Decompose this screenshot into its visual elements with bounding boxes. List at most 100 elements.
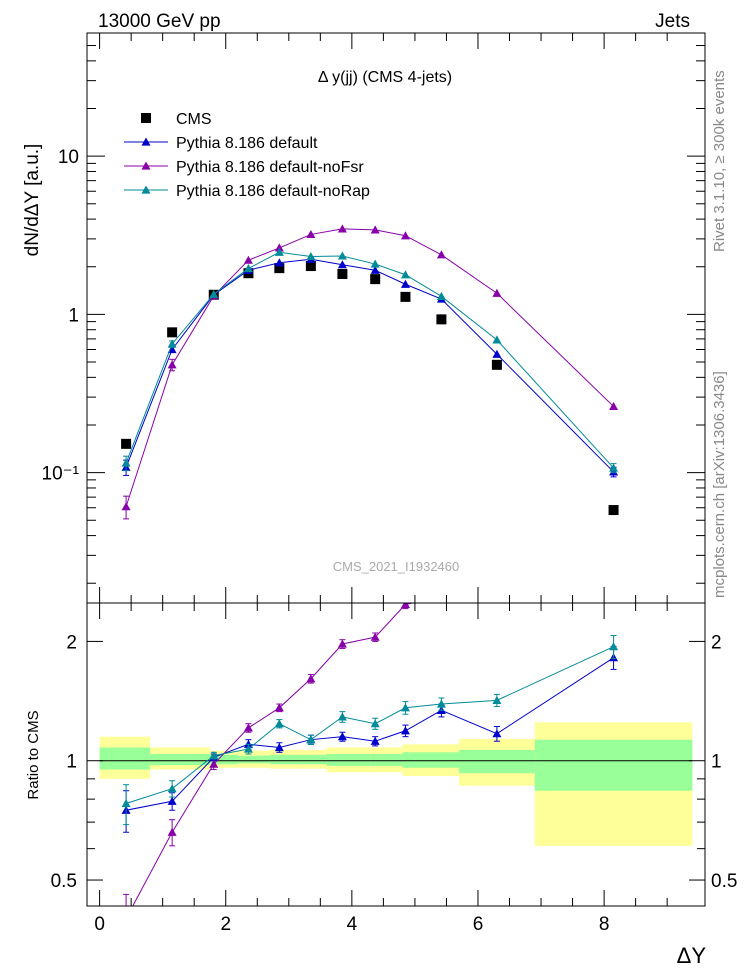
ratio-point [209, 751, 219, 760]
ratio-point [492, 695, 502, 704]
ratio-panel: 0 2 4 6 8 0.5 0.5 1 1 2 2 Ratio to CMS ΔY [25, 593, 737, 971]
data-point [243, 263, 253, 273]
band-green [459, 749, 535, 774]
x-tick-label: 2 [220, 914, 231, 935]
ratio-point [337, 712, 347, 721]
ratio-point [209, 759, 219, 768]
data-point [167, 339, 177, 348]
x-tick-label: 4 [347, 914, 358, 935]
ratio-point [306, 735, 316, 744]
ratio-point [436, 699, 446, 708]
y-tick-label: 2 [66, 632, 77, 653]
ratio-frame [86, 602, 706, 907]
data-point [436, 250, 446, 259]
legend-marker [141, 161, 151, 170]
data-point [306, 252, 316, 261]
legend: CMS Pythia 8.186 default Pythia 8.186 defa… [124, 111, 370, 200]
rivet-label: Rivet 3.1.10, ≥ 300k events [711, 70, 728, 252]
legend-label: CMS [176, 111, 212, 128]
x-tick-label: 8 [599, 914, 610, 935]
x-tick-label: 6 [473, 914, 484, 935]
data-point [370, 265, 380, 274]
data-point [436, 314, 447, 325]
ratio-point [609, 642, 619, 651]
data-point [400, 231, 410, 240]
ratio-series-pythia-8-186-default-norap [121, 634, 619, 826]
band-green [209, 754, 239, 765]
y-tick-label-right: 1 [711, 752, 722, 773]
data-point [209, 289, 219, 298]
band-green [150, 753, 210, 766]
y-tick-label: 1 [68, 305, 79, 326]
series-cms [121, 261, 619, 516]
ratio-ylabel: Ratio to CMS [25, 710, 42, 799]
ratio-line [126, 657, 614, 811]
band-green [326, 753, 371, 766]
main-ylabel: dN/dΔY [a.u.] [22, 144, 43, 257]
legend-label: Pythia 8.186 default-noFsr [176, 159, 364, 176]
ratio-point [492, 729, 502, 738]
x-tick-label: 0 [94, 914, 105, 935]
ratio-line [125, 646, 614, 804]
data-point [492, 349, 502, 358]
ratio-series-pythia-8-186-default-nofsr [101, 593, 446, 971]
series-line [125, 228, 614, 507]
data-point [337, 268, 348, 279]
legend-label: Pythia 8.186 default-noRap [176, 183, 370, 200]
legend-label: Pythia 8.186 default [176, 135, 318, 152]
data-point [608, 505, 619, 516]
ratio-point [400, 703, 410, 712]
data-point [306, 229, 316, 239]
series-pythia-8-186-default [121, 254, 619, 478]
data-point [337, 224, 347, 233]
series-pythia-8-186-default-norap [121, 247, 619, 474]
ratio-point [400, 603, 410, 608]
band-green [269, 754, 302, 765]
band-green [99, 747, 151, 770]
mcplots-label: mcplots.cern.ch [arXiv:1306.3436] [711, 371, 728, 598]
ratio-point [101, 963, 110, 971]
band-green [402, 752, 460, 768]
data-point [337, 251, 347, 260]
x-axis-label: ΔY [677, 943, 707, 968]
main-panel: 10⁻¹ 1 10 Δ y(jj) (CMS 4-jets) CMS_2021_I1… [22, 32, 706, 604]
data-point [370, 274, 381, 285]
data-point [274, 263, 285, 274]
ratio-point [243, 723, 253, 732]
band-green [534, 739, 693, 791]
band-green [238, 755, 270, 764]
y-tick-label-right: 2 [711, 632, 722, 653]
data-point [167, 327, 178, 338]
data-point [400, 270, 410, 279]
ratio-point [167, 784, 177, 793]
ratio-point [370, 632, 380, 641]
ratio-point [167, 796, 177, 805]
ratio-point [167, 827, 177, 836]
ratio-point [306, 674, 316, 683]
ratio-point [337, 732, 347, 741]
data-point [274, 243, 284, 252]
ratio-point [400, 726, 410, 735]
header-left: 13000 GeV pp [98, 11, 221, 32]
data-point [609, 463, 619, 472]
chart-title: Δ y(jj) (CMS 4-jets) [318, 69, 452, 86]
ratio-point [122, 914, 131, 922]
data-point [121, 438, 132, 449]
ratio-line [132, 603, 416, 906]
data-point [305, 261, 316, 272]
data-point [400, 279, 410, 288]
data-point [243, 255, 253, 264]
data-point [167, 360, 177, 369]
ratio-point [243, 744, 253, 753]
ratio-point [437, 593, 446, 601]
ratio-point [337, 639, 347, 648]
ratio-point [121, 798, 131, 808]
series-pythia-8-186-default-nofsr [121, 224, 619, 520]
data-point [370, 225, 380, 234]
y-tick-label: 1 [66, 752, 77, 773]
ratio-point [370, 719, 380, 728]
data-point [274, 247, 284, 256]
data-point [492, 288, 502, 297]
y-tick-label: 0.5 [51, 871, 77, 892]
